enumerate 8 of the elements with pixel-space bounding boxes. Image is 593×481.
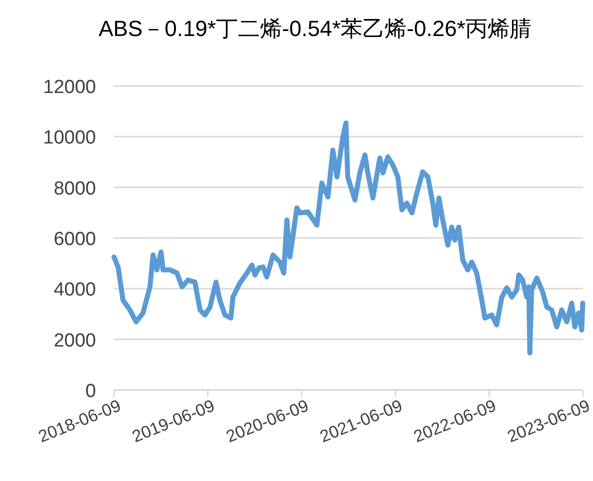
- y-tick-label: 2000: [54, 330, 96, 352]
- y-tick-label: 10000: [43, 128, 96, 149]
- y-tick-label: 4000: [54, 280, 96, 301]
- y-tick-label: 0: [85, 381, 96, 402]
- y-tick-label: 6000: [54, 229, 96, 250]
- y-tick-label: 8000: [54, 178, 96, 200]
- chart-title: ABS－0.19*丁二烯-0.54*苯乙烯-0.26*丙烯腈: [98, 16, 532, 41]
- y-tick-label: 12000: [43, 77, 96, 98]
